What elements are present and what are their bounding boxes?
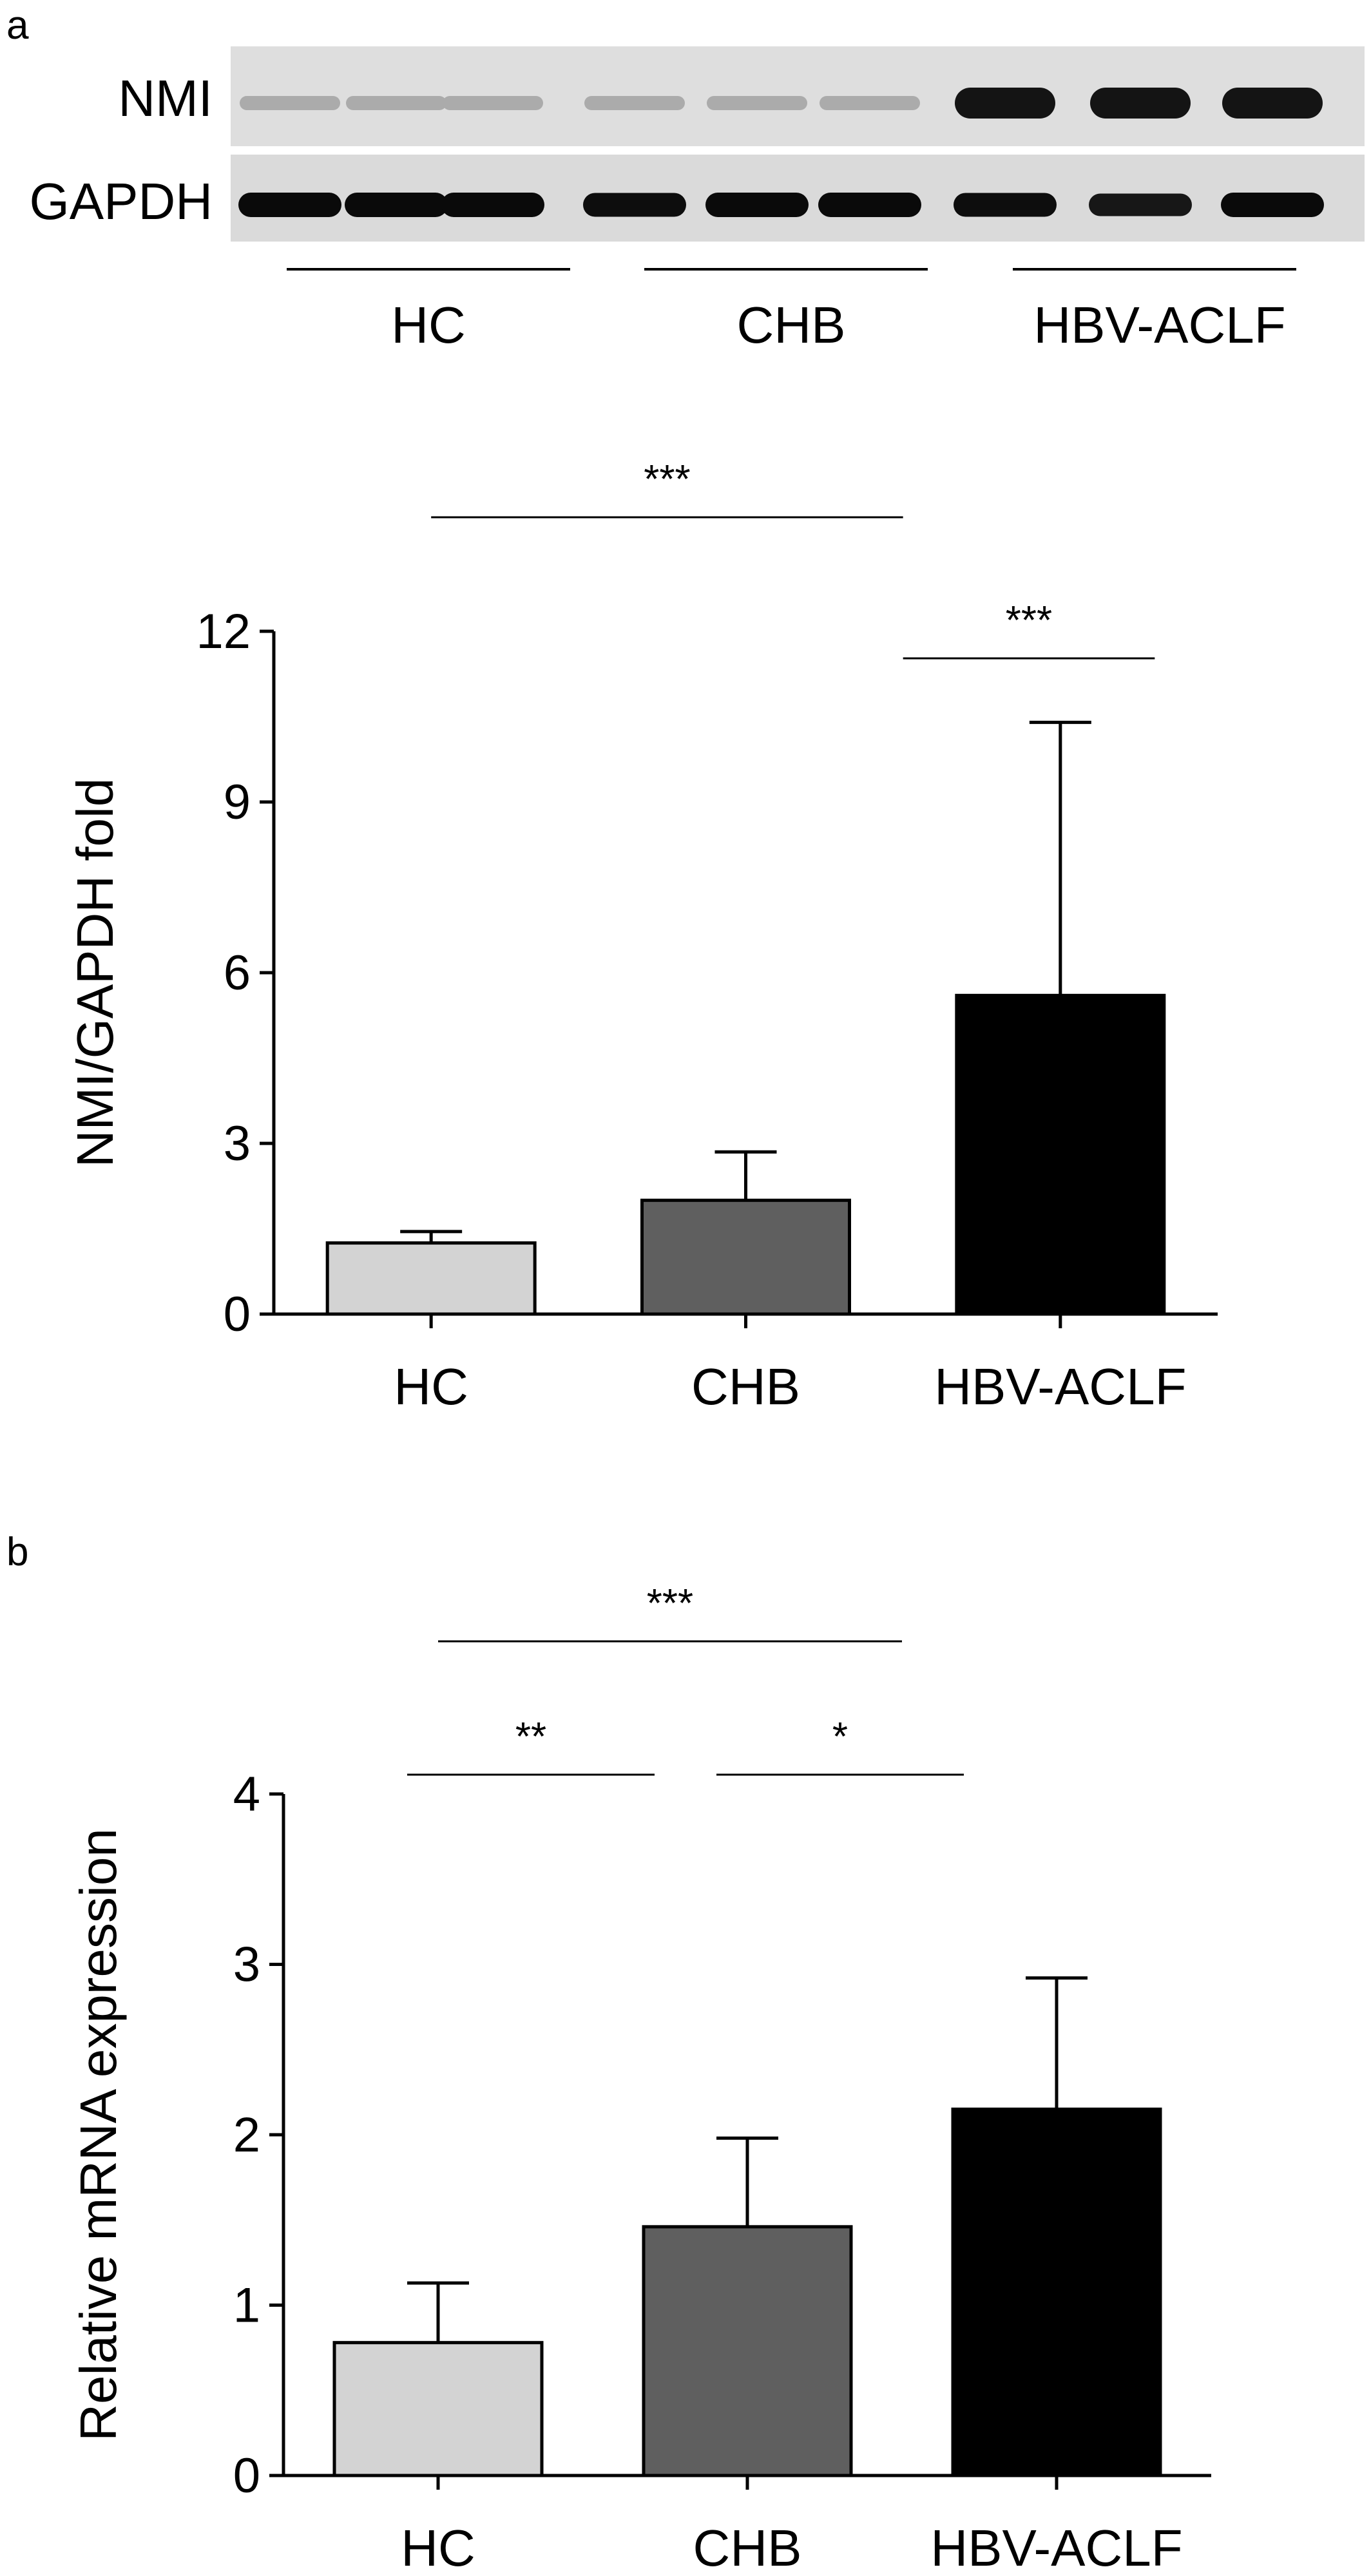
panel-a-label: a <box>6 3 29 48</box>
chart-nmi-gapdh-fold: 0 3 6 9 12 NMI/GAPDH fold HC CHB HBV-ACLF *** *** <box>66 457 1218 1415</box>
gapdh-band <box>441 193 544 217</box>
blot-group-label-hc: HC <box>391 296 466 354</box>
chart-a-category-label: HBV-ACLF <box>934 1358 1186 1415</box>
blot-group-label-hbv-aclf: HBV-ACLF <box>1033 296 1285 354</box>
chart-relative-mrna-expression: 0 1 2 3 4 Relative mRNA expression HC CHB HBV-AC… <box>70 1581 1211 2576</box>
nmi-band <box>1222 88 1323 119</box>
panel-b-label: b <box>6 1530 28 1574</box>
chart-a-y-tick-label: 9 <box>224 775 251 830</box>
blot-row-label-gapdh: GAPDH <box>30 173 213 230</box>
gapdh-band <box>1221 193 1324 217</box>
nmi-band <box>346 96 446 110</box>
gapdh-band <box>954 193 1057 217</box>
chart-b-y-tick-label: 3 <box>233 1938 260 1992</box>
chart-b-category-label: HC <box>401 2519 475 2576</box>
gapdh-band <box>705 193 809 217</box>
chart-a-category-label: CHB <box>691 1358 800 1415</box>
chart-b-significance-label: *** <box>647 1581 693 1626</box>
nmi-band <box>707 96 807 110</box>
nmi-band <box>820 96 920 110</box>
chart-a-y-tick-label: 6 <box>224 946 251 1000</box>
chart-a-y-axis-title: NMI/GAPDH fold <box>66 778 124 1168</box>
chart-a-significance-label: *** <box>644 457 690 502</box>
chart-b-significance-label: * <box>832 1715 848 1759</box>
chart-b-y-tick-label: 4 <box>233 1767 260 1822</box>
gapdh-band <box>1089 193 1192 216</box>
nmi-band <box>443 96 543 110</box>
chart-b-bar-hc <box>332 2341 544 2477</box>
chart-b-bar-chb <box>642 2225 853 2477</box>
chart-b-y-axis-title: Relative mRNA expression <box>70 1828 127 2441</box>
chart-a-significance-label: *** <box>1006 598 1052 643</box>
chart-a-y-tick-label: 3 <box>224 1116 251 1171</box>
chart-b-significance-label: ** <box>515 1715 546 1759</box>
blot-group-label-chb: CHB <box>737 296 846 354</box>
chart-a-bar-chb <box>640 1198 851 1316</box>
western-blot <box>231 46 1365 242</box>
chart-a-category-label: HC <box>394 1358 468 1415</box>
chart-a-bar-hbv-aclf <box>955 993 1166 1316</box>
gapdh-band <box>583 193 686 217</box>
nmi-band <box>240 96 340 110</box>
chart-b-y-tick-label: 0 <box>233 2448 260 2503</box>
chart-a-bar-hc <box>325 1241 537 1316</box>
chart-b-category-label: HBV-ACLF <box>930 2519 1182 2576</box>
nmi-band <box>955 88 1055 119</box>
chart-a-y-tick-label: 12 <box>196 604 251 659</box>
chart-b-y-tick-label: 1 <box>233 2278 260 2333</box>
blot-row-label-nmi: NMI <box>118 70 213 127</box>
nmi-band <box>1090 88 1191 119</box>
chart-a-y-tick-label: 0 <box>224 1287 251 1342</box>
gapdh-band <box>345 193 448 217</box>
chart-b-bar-hbv-aclf <box>951 2107 1162 2477</box>
gapdh-band <box>818 193 921 217</box>
nmi-band <box>584 96 685 110</box>
gapdh-band <box>238 193 341 217</box>
chart-b-y-tick-label: 2 <box>233 2108 260 2162</box>
chart-b-category-label: CHB <box>693 2519 802 2576</box>
